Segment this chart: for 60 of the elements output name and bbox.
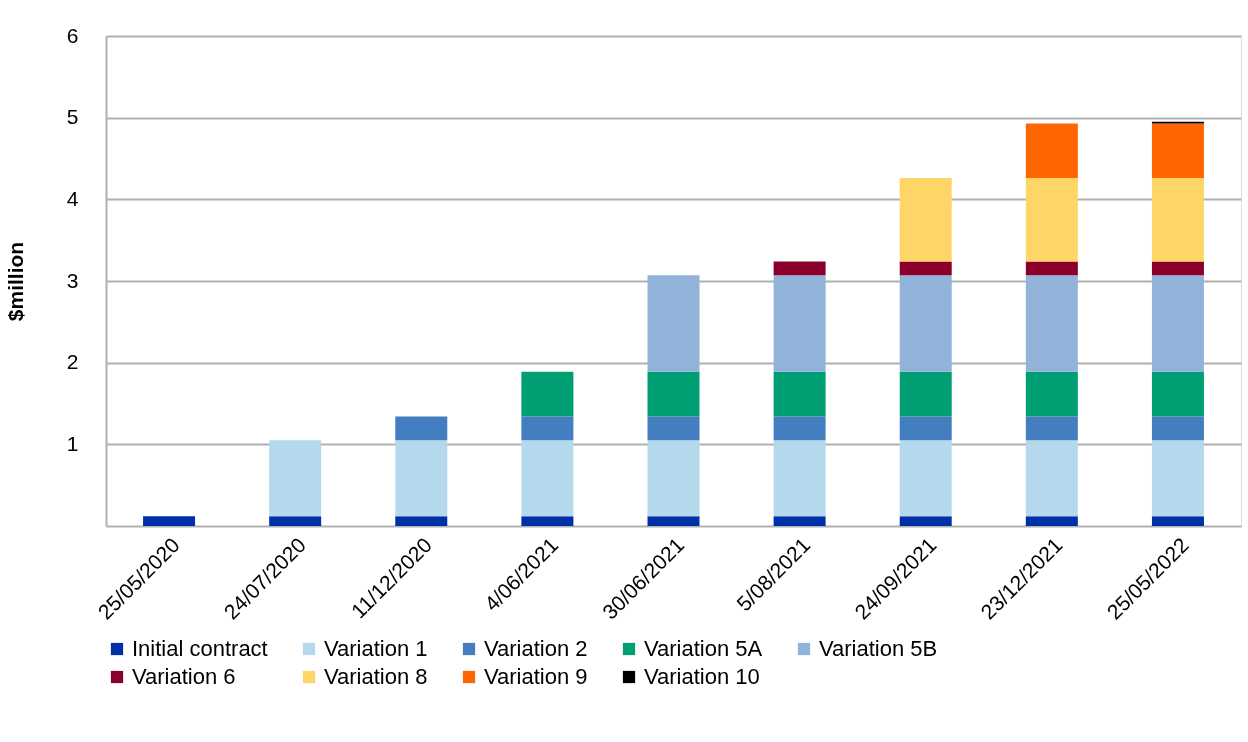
bar bbox=[395, 416, 448, 441]
bar bbox=[1151, 440, 1204, 517]
bar bbox=[773, 371, 826, 417]
legend-label: Variation 5A bbox=[644, 636, 763, 661]
bar bbox=[647, 440, 700, 517]
bar bbox=[1025, 371, 1078, 417]
legend-label: Variation 1 bbox=[324, 636, 428, 661]
legend-label: Variation 6 bbox=[132, 664, 236, 689]
bar bbox=[1025, 275, 1078, 372]
bar bbox=[395, 440, 448, 517]
bar bbox=[1025, 178, 1078, 262]
y-tick-label: 6 bbox=[66, 23, 79, 47]
bar bbox=[269, 440, 322, 517]
y-tick-label: 1 bbox=[66, 431, 79, 455]
bar bbox=[521, 440, 574, 517]
bar bbox=[1025, 416, 1078, 441]
bar bbox=[647, 275, 700, 372]
bar bbox=[899, 275, 952, 372]
bar bbox=[521, 516, 574, 526]
bar bbox=[773, 261, 826, 276]
bar bbox=[647, 371, 700, 417]
bar bbox=[1151, 123, 1204, 179]
bar bbox=[1151, 275, 1204, 372]
legend-label: Initial contract bbox=[132, 636, 268, 661]
bar bbox=[773, 416, 826, 441]
bar bbox=[899, 440, 952, 517]
bar bbox=[1151, 416, 1204, 441]
bar bbox=[521, 416, 574, 441]
bar bbox=[521, 371, 574, 417]
bar bbox=[143, 516, 196, 526]
bar bbox=[395, 516, 448, 526]
bar bbox=[899, 416, 952, 441]
bar bbox=[899, 178, 952, 262]
bar bbox=[269, 516, 322, 526]
bar bbox=[773, 275, 826, 372]
bar bbox=[899, 261, 952, 276]
bar bbox=[1151, 178, 1204, 262]
bar bbox=[1151, 371, 1204, 417]
bar bbox=[1025, 261, 1078, 276]
legend-label: Variation 8 bbox=[324, 664, 428, 689]
bar bbox=[647, 516, 700, 526]
y-tick-label: 5 bbox=[66, 105, 79, 129]
bar bbox=[773, 440, 826, 517]
bar bbox=[1151, 516, 1204, 526]
bar bbox=[1025, 516, 1078, 526]
legend-label: Variation 5B bbox=[819, 636, 938, 661]
bar bbox=[1025, 440, 1078, 517]
bar bbox=[647, 416, 700, 441]
legend-label: Variation 9 bbox=[484, 664, 588, 689]
bar bbox=[1025, 123, 1078, 179]
legend-label: Variation 10 bbox=[644, 664, 760, 689]
y-axis-title: $million bbox=[3, 241, 27, 322]
y-tick-label: 4 bbox=[66, 186, 79, 210]
y-tick-label: 2 bbox=[66, 350, 79, 374]
bar bbox=[1151, 261, 1204, 276]
bar bbox=[899, 516, 952, 526]
bar bbox=[899, 371, 952, 417]
bar bbox=[773, 516, 826, 526]
legend-label: Variation 2 bbox=[484, 636, 588, 661]
y-tick-label: 3 bbox=[66, 268, 79, 292]
